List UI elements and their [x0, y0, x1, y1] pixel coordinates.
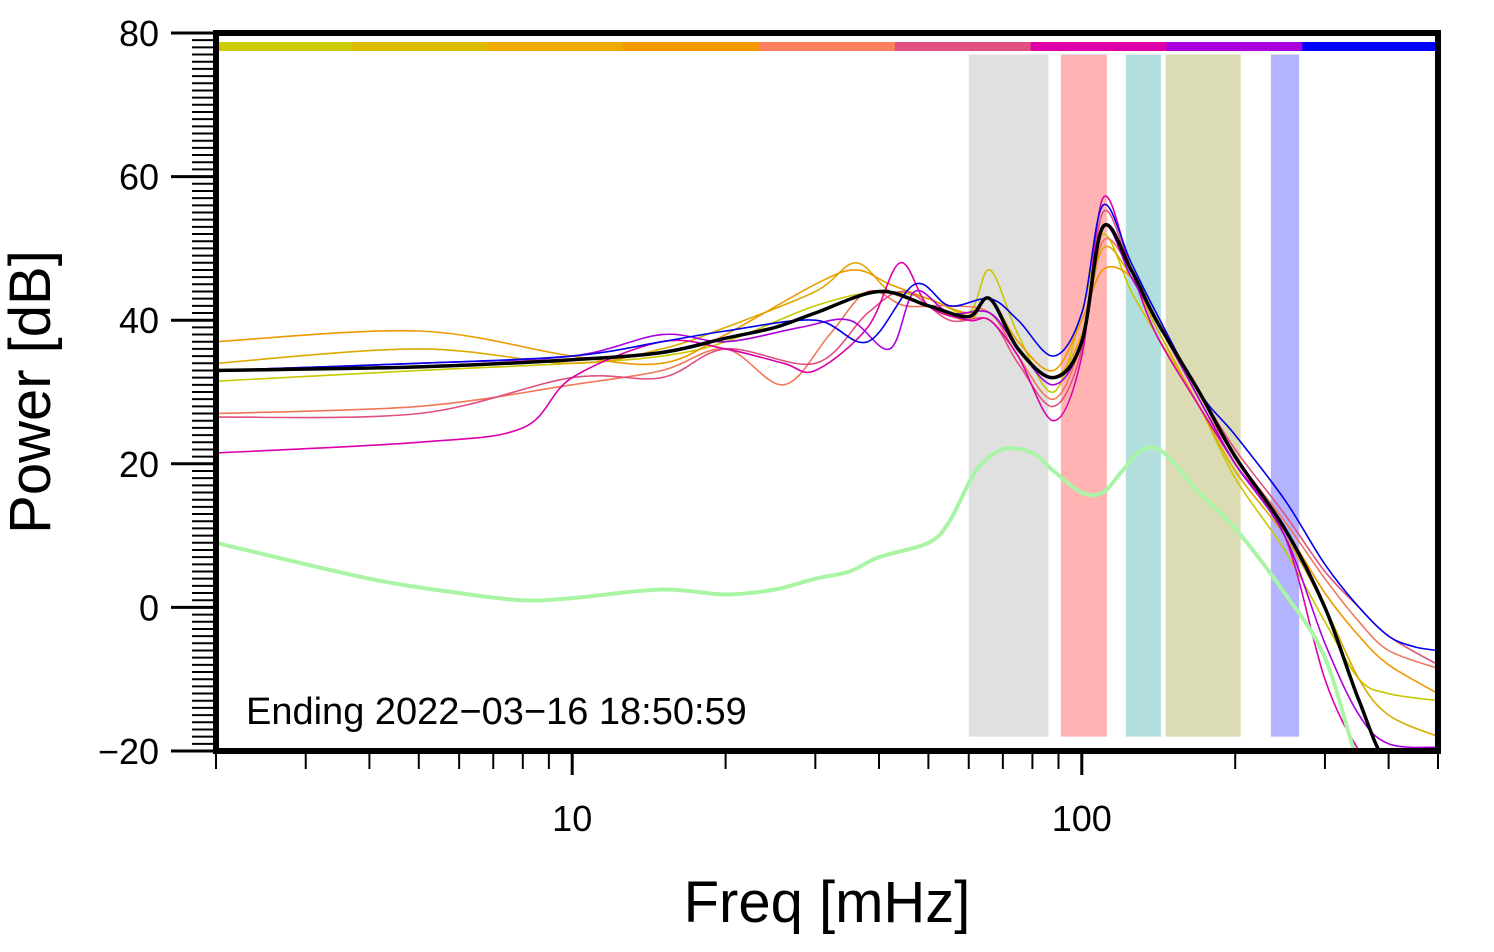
time-bar-segment-5	[894, 42, 1032, 51]
y-tick-label: 60	[119, 157, 159, 198]
band-0	[968, 54, 1049, 737]
y-tick-label: −20	[98, 731, 159, 772]
annotation-text: Ending 2022−03−16 18:50:59	[246, 691, 747, 733]
series-line-5	[216, 195, 1361, 751]
time-bar-segment-7	[1166, 42, 1303, 51]
y-tick-label: 0	[139, 587, 159, 628]
plot-frame	[213, 30, 1441, 754]
series-line-9	[216, 445, 1357, 751]
x-tick-label: 100	[1052, 798, 1112, 839]
series-line-0	[216, 233, 1438, 702]
x-axis: 10 100	[215, 751, 1439, 839]
y-axis-label: Power [dB]	[0, 250, 63, 534]
time-bar-segment-4	[759, 42, 896, 51]
time-bar-segment-8	[1302, 42, 1439, 51]
band-4	[1270, 54, 1300, 737]
y-tick-label: 80	[119, 13, 159, 54]
y-tick-label: 20	[119, 444, 159, 485]
y-tick-label: 40	[119, 300, 159, 341]
y-axis: −20 0 20 40 60 80	[98, 13, 216, 772]
x-axis-label: Freq [mHz]	[684, 870, 971, 935]
time-bar-segment-1	[351, 42, 489, 51]
time-bar-segment-2	[487, 42, 624, 51]
x-tick-label: 10	[552, 798, 592, 839]
time-color-bar	[216, 42, 1439, 51]
time-bar-segment-0	[216, 42, 353, 51]
time-bar-segment-3	[623, 42, 760, 51]
series-line-7	[216, 203, 1438, 652]
band-1	[1060, 54, 1107, 737]
band-2	[1125, 54, 1161, 737]
time-bar-segment-6	[1030, 42, 1167, 51]
frequency-bands	[968, 54, 1300, 737]
series-line-2	[216, 266, 1438, 695]
spectrum-lines	[216, 195, 1438, 751]
series-line-4	[216, 209, 1438, 666]
series-line-8	[216, 222, 1382, 751]
